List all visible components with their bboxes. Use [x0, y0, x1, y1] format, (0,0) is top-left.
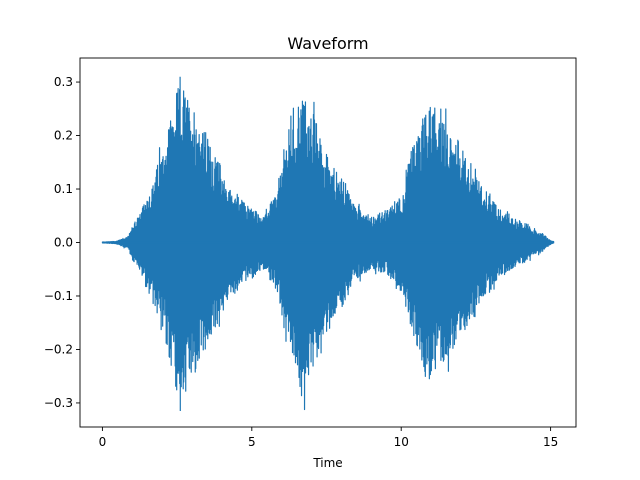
y-tick-label: 0.1: [54, 182, 73, 196]
x-tick-label: 5: [248, 435, 256, 449]
y-tick-label: 0.2: [54, 129, 73, 143]
y-axis: −0.3 −0.2 −0.1 0.0 0.1 0.2 0.3: [44, 75, 80, 410]
y-tick-label: −0.2: [44, 342, 73, 356]
x-tick-label: 0: [99, 435, 107, 449]
plot-area: [101, 76, 555, 411]
x-tick-label: 15: [543, 435, 558, 449]
x-tick-label: 10: [394, 435, 409, 449]
x-axis: 0 5 10 15: [99, 427, 558, 449]
chart-title: Waveform: [287, 34, 368, 53]
y-tick-label: 0.3: [54, 75, 73, 89]
x-axis-label: Time: [312, 456, 342, 470]
y-tick-label: −0.1: [44, 289, 73, 303]
waveform-series-line: [101, 76, 555, 411]
y-tick-label: −0.3: [44, 396, 73, 410]
y-tick-label: 0.0: [54, 236, 73, 250]
